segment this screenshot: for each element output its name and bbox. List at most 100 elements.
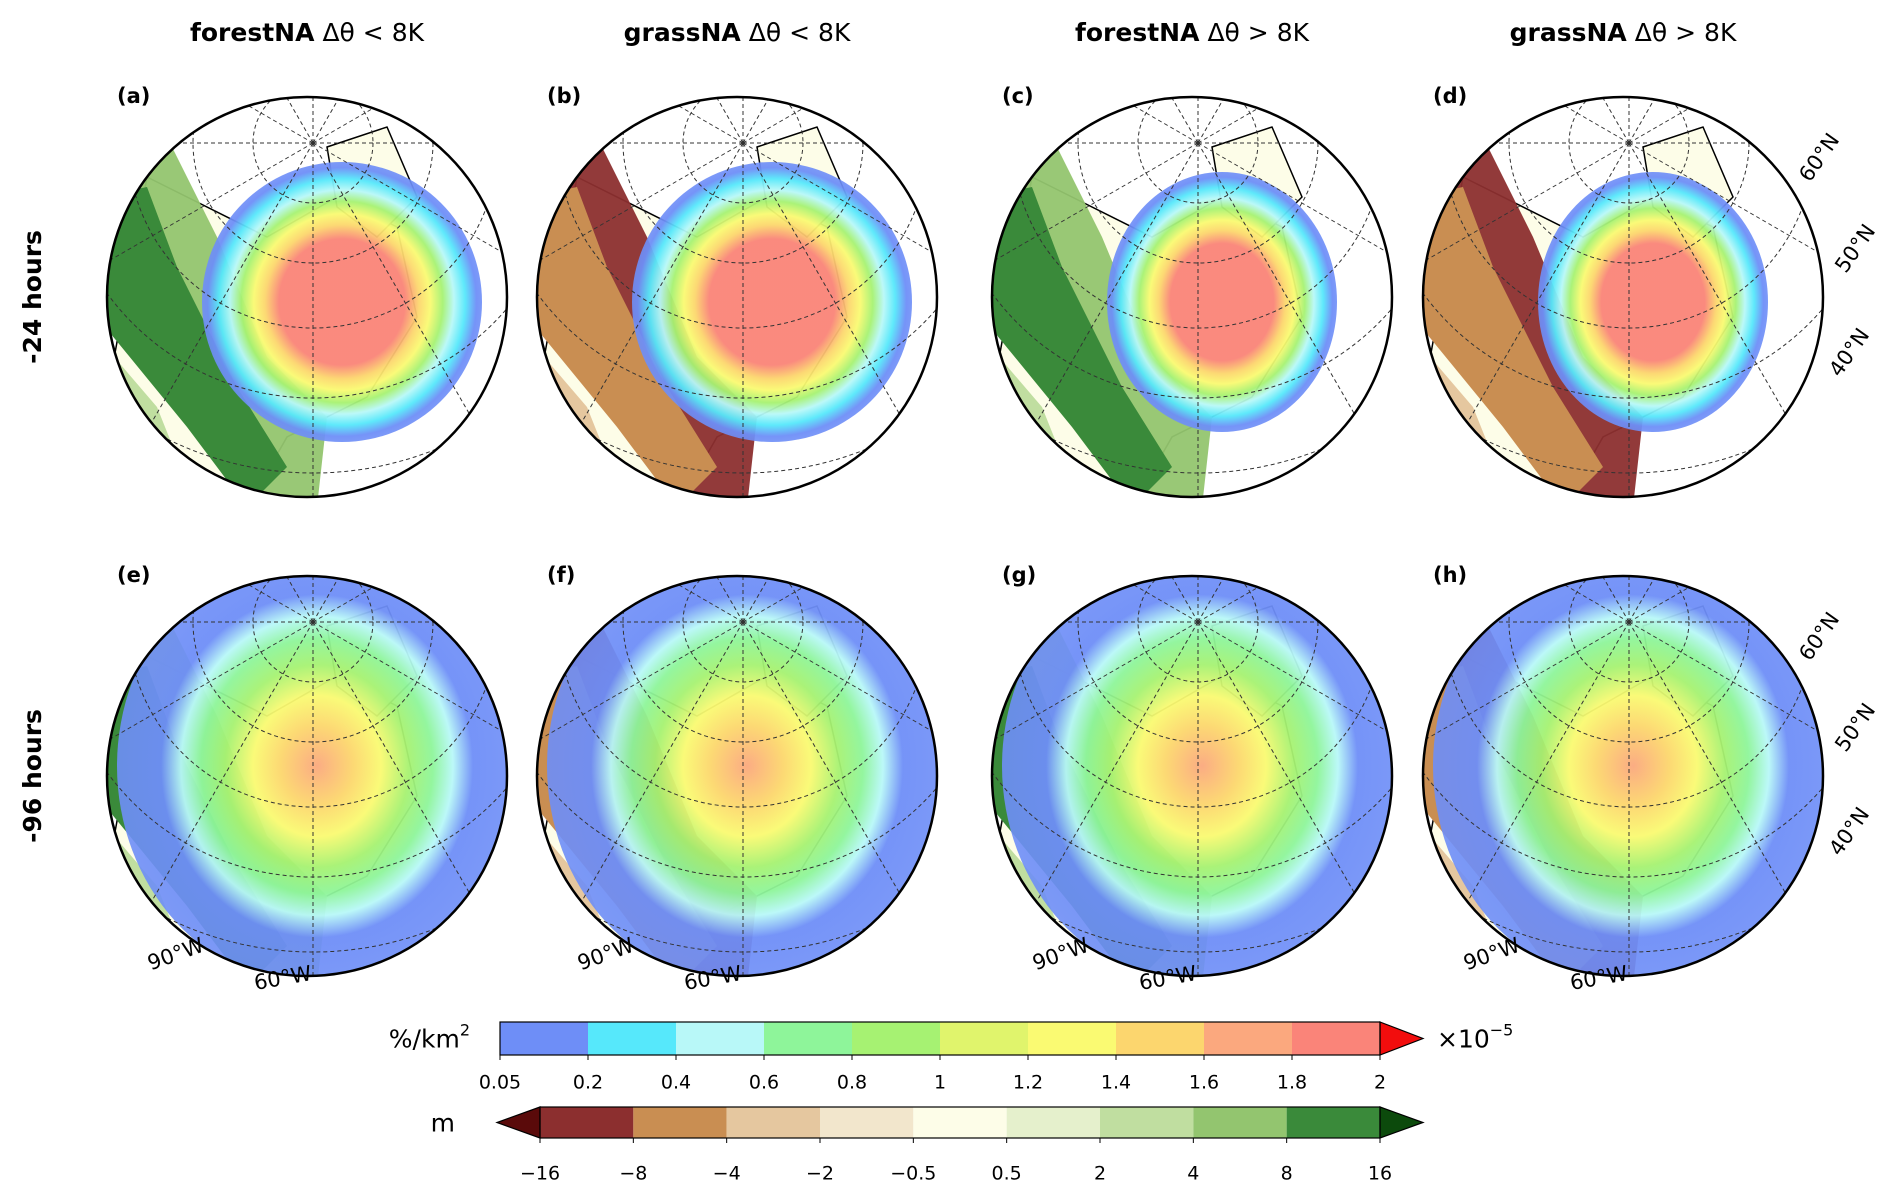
colorbar-scale: ×10−5 bbox=[1437, 1020, 1513, 1054]
column-condition: Δθ > 8K bbox=[1207, 18, 1309, 47]
column-condition: Δθ > 8K bbox=[1635, 18, 1737, 47]
longitude-label: 90°W bbox=[574, 933, 637, 975]
plume bbox=[1538, 172, 1768, 432]
column-condition: Δθ < 8K bbox=[749, 18, 851, 47]
map-boundary bbox=[1421, 574, 1825, 978]
colorbar-tick-label: −8 bbox=[619, 1163, 647, 1185]
colorbar-box bbox=[633, 1107, 727, 1138]
colorbar-box bbox=[726, 1107, 820, 1138]
panel-label: (e) bbox=[117, 563, 150, 587]
colorbar-tick-label: −4 bbox=[713, 1163, 741, 1185]
panel-label: (b) bbox=[547, 84, 581, 108]
colorbar-box bbox=[676, 1022, 764, 1055]
panel-label: (a) bbox=[117, 84, 150, 108]
plume bbox=[632, 162, 912, 442]
colorbar-label-text: %/km bbox=[389, 1025, 460, 1054]
plume bbox=[547, 576, 937, 976]
column-name: forestNA bbox=[190, 18, 315, 47]
latitude-label: 40°N bbox=[1824, 803, 1874, 860]
colorbar-tick-label: 0.2 bbox=[573, 1072, 603, 1094]
longitude-label: 90°W bbox=[1460, 933, 1523, 975]
colorbar-tick-label: 1.2 bbox=[1013, 1072, 1043, 1094]
column-name: forestNA bbox=[1075, 18, 1200, 47]
plume bbox=[117, 576, 507, 976]
latitude-label: 50°N bbox=[1830, 220, 1880, 277]
row-label: -24 hours bbox=[18, 230, 47, 364]
colorbar-tick-label: 1 bbox=[934, 1072, 946, 1094]
colorbar-box bbox=[1100, 1107, 1194, 1138]
colorbar-box bbox=[913, 1107, 1007, 1138]
panel-label: (f) bbox=[547, 563, 575, 587]
map-boundary bbox=[1421, 95, 1825, 499]
map-boundary bbox=[990, 95, 1394, 499]
colorbar-tick-label: 16 bbox=[1368, 1163, 1392, 1185]
colorbar-box bbox=[500, 1022, 588, 1055]
colorbar-box bbox=[1193, 1107, 1287, 1138]
terrain bbox=[537, 187, 717, 497]
column-title: grassNA Δθ > 8K bbox=[1510, 18, 1737, 47]
colorbar-box bbox=[1204, 1022, 1292, 1055]
colorbar-tick-label: 4 bbox=[1187, 1163, 1199, 1185]
colorbar-scale-superscript: −5 bbox=[1490, 1020, 1514, 1039]
colorbar-extend bbox=[1379, 1106, 1425, 1139]
colorbar-scale-text: ×10 bbox=[1437, 1025, 1490, 1054]
column-title: forestNA Δθ > 8K bbox=[1075, 18, 1310, 47]
latitude-label: 40°N bbox=[1824, 324, 1874, 381]
colorbar-box bbox=[940, 1022, 1028, 1055]
colorbar-tick-label: −2 bbox=[806, 1163, 834, 1185]
plume bbox=[1002, 576, 1392, 976]
colorbar-tick-label: 0.6 bbox=[749, 1072, 779, 1094]
plume bbox=[1433, 576, 1823, 976]
colorbar-tick-label: 0.05 bbox=[479, 1072, 521, 1094]
colorbar-label: m bbox=[431, 1109, 455, 1138]
latitude-label: 60°N bbox=[1794, 608, 1844, 665]
colorbar-box bbox=[820, 1107, 914, 1138]
latitude-label: 50°N bbox=[1830, 699, 1880, 756]
colorbar-tick-label: 1.6 bbox=[1189, 1072, 1219, 1094]
colorbar-tick-label: 2 bbox=[1374, 1072, 1386, 1094]
map-boundary bbox=[990, 574, 1394, 978]
colorbar-tick-label: 0.4 bbox=[661, 1072, 691, 1094]
colorbar-box bbox=[540, 1107, 634, 1138]
longitude-label: 90°W bbox=[1029, 933, 1092, 975]
colorbar-tick-label: 8 bbox=[1281, 1163, 1293, 1185]
plume bbox=[202, 162, 482, 442]
column-name: grassNA bbox=[1510, 18, 1628, 47]
colorbar-box bbox=[1286, 1107, 1380, 1138]
map-boundary bbox=[535, 95, 939, 499]
colorbar-box bbox=[1292, 1022, 1380, 1055]
colorbar-tick-label: 1.4 bbox=[1101, 1072, 1131, 1094]
map-panel bbox=[1423, 97, 1823, 497]
colorbar-box bbox=[764, 1022, 852, 1055]
colorbar-label-text: m bbox=[431, 1109, 455, 1138]
map-panel bbox=[992, 97, 1392, 497]
colorbar-box bbox=[1116, 1022, 1204, 1055]
column-name: grassNA bbox=[624, 18, 742, 47]
panel-label: (h) bbox=[1433, 563, 1467, 587]
colorbar-tick-label: 0.8 bbox=[837, 1072, 867, 1094]
colorbar-box bbox=[1028, 1022, 1116, 1055]
colorbar-label-superscript: 2 bbox=[460, 1020, 470, 1039]
colorbar-box bbox=[588, 1022, 676, 1055]
colorbar-extend bbox=[495, 1106, 541, 1139]
panel-label: (c) bbox=[1002, 84, 1034, 108]
longitude-label: 90°W bbox=[144, 933, 207, 975]
panel-label: (d) bbox=[1433, 84, 1467, 108]
colorbar-tick-label: 0.5 bbox=[992, 1163, 1022, 1185]
column-title: forestNA Δθ < 8K bbox=[190, 18, 425, 47]
panel-label: (g) bbox=[1002, 563, 1036, 587]
colorbar-tick-label: 1.8 bbox=[1277, 1072, 1307, 1094]
terrain bbox=[107, 187, 287, 497]
row-label: -96 hours bbox=[18, 709, 47, 843]
colorbar-box bbox=[852, 1022, 940, 1055]
map-boundary bbox=[535, 574, 939, 978]
colorbar-extend bbox=[1379, 1021, 1425, 1056]
column-condition: Δθ < 8K bbox=[322, 18, 424, 47]
colorbar-label: %/km2 bbox=[389, 1020, 470, 1054]
colorbar-box bbox=[1006, 1107, 1100, 1138]
colorbar-tick-label: −0.5 bbox=[890, 1163, 936, 1185]
colorbar-frame bbox=[539, 1106, 1381, 1139]
map-boundary bbox=[105, 574, 509, 978]
terrain bbox=[1423, 187, 1603, 497]
